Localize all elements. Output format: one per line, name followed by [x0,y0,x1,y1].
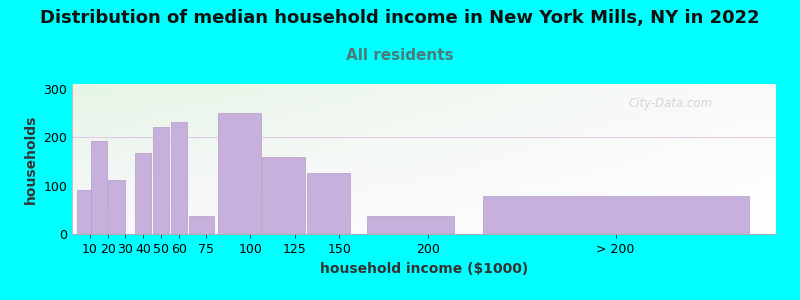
Bar [366,216,454,234]
Bar [135,153,151,234]
Bar [189,216,214,234]
Bar [153,127,170,234]
Bar [90,141,107,234]
Bar [170,122,187,234]
Bar [108,180,125,234]
Text: City-Data.com: City-Data.com [628,97,712,110]
Bar [482,196,749,234]
Bar [306,172,350,234]
Y-axis label: households: households [24,114,38,204]
Text: Distribution of median household income in New York Mills, NY in 2022: Distribution of median household income … [40,9,760,27]
Bar [262,157,306,234]
Bar [77,190,94,234]
Text: All residents: All residents [346,48,454,63]
Bar [218,113,261,234]
X-axis label: household income ($1000): household income ($1000) [320,262,528,276]
